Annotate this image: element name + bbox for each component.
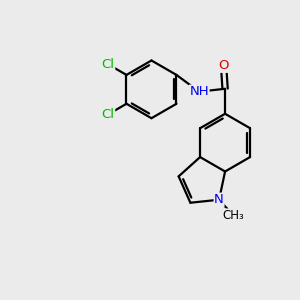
Text: CH₃: CH₃ — [222, 209, 244, 222]
Text: Cl: Cl — [102, 108, 115, 121]
Text: N: N — [214, 193, 224, 206]
Text: NH: NH — [189, 85, 209, 98]
Text: Cl: Cl — [102, 58, 115, 71]
Text: O: O — [218, 59, 229, 72]
